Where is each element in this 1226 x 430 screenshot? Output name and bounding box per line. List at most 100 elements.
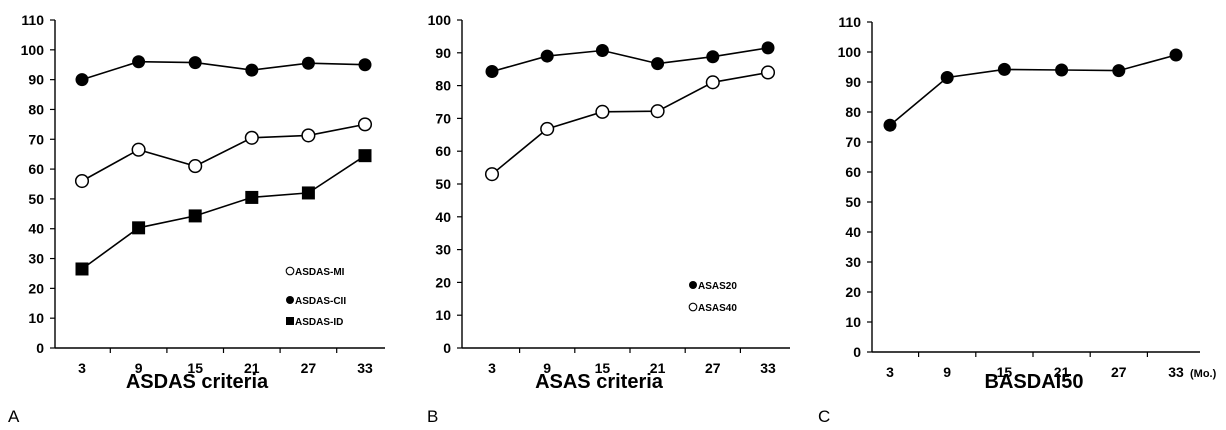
y-tick-label: 40 [435,209,451,225]
data-point-filled-circle [997,62,1011,76]
legend-label: ASAS20 [698,281,737,292]
y-tick-label: 70 [28,131,44,147]
legend-marker-filled-circle [286,296,294,304]
data-point-filled-circle [358,58,372,72]
y-tick-label: 50 [845,194,861,210]
y-tick-label: 0 [443,340,451,356]
y-tick-label: 40 [28,221,44,237]
x-tick-label: 27 [705,360,721,376]
y-tick-label: 30 [845,254,861,270]
data-point-square [132,221,146,235]
y-tick-label: 50 [435,176,451,192]
data-point-filled-circle [883,118,897,132]
panel-label: C [818,407,830,426]
legend-label: ASAS40 [698,303,737,314]
data-point-open-circle [74,173,90,189]
data-point-filled-circle [651,57,665,71]
chart-title: BASDAI50 [985,371,1084,393]
y-tick-label: 80 [435,78,451,94]
data-point-square [75,262,89,276]
series-line [491,47,769,73]
series-line [81,123,366,182]
y-tick-label: 50 [28,191,44,207]
data-point-open-circle [705,75,720,90]
x-tick-label: 3 [78,360,86,376]
data-point-filled-circle [485,64,499,78]
y-tick-label: 0 [853,344,861,360]
legend-label: ASDAS-CII [295,296,346,307]
y-tick-label: 0 [36,340,44,356]
x-tick-label: 33 [1168,364,1184,380]
legend-marker-open-circle [285,266,295,276]
y-tick-label: 100 [838,44,862,60]
data-point-filled-circle [706,50,720,64]
y-tick-label: 110 [21,12,44,28]
y-tick-label: 10 [435,307,451,323]
data-point-open-circle [650,104,665,119]
panel-label: B [427,407,438,426]
y-tick-label: 20 [28,280,44,296]
y-tick-label: 110 [838,14,861,30]
y-tick-label: 30 [28,251,44,267]
legend: ASAS20 ASAS40 [688,281,737,314]
y-tick-label: 70 [845,134,861,150]
y-tick-label: 10 [28,310,44,326]
x-axis-unit: (Mo.) [1190,368,1217,380]
data-point-filled-circle [1112,64,1126,78]
chart-panel-c: 0 10 20 30 40 50 60 70 80 90 100 110 3 9 15 21 27 33 (Mo.)… [818,14,1217,426]
y-tick-label: 90 [435,45,451,61]
data-point-open-circle [595,104,610,119]
data-point-open-circle [188,159,203,174]
y-tick-label: 90 [845,74,861,90]
x-tick-label: 15 [997,364,1013,380]
data-point-square [245,190,259,204]
data-point-open-circle [244,130,259,145]
x-tick-label: 27 [1111,364,1127,380]
y-tick-label: 20 [845,284,861,300]
x-tick-label: 21 [1054,364,1070,380]
y-tick-label: 60 [435,143,451,159]
x-tick-label: 9 [135,360,143,376]
x-tick-label: 9 [543,360,551,376]
data-point-filled-circle [1055,63,1069,77]
data-point-filled-circle [1169,48,1183,62]
series-line [491,71,769,175]
y-tick-label: 10 [845,314,861,330]
data-point-filled-circle [301,56,315,70]
series-line [81,60,366,81]
data-point-square [301,186,315,200]
data-point-filled-circle [940,71,954,84]
y-tick-label: 30 [435,242,451,258]
series-line [81,155,366,270]
series-line [889,54,1177,126]
data-point-open-circle [131,142,146,157]
y-tick-label: 20 [435,274,451,290]
data-point-open-circle [540,121,555,136]
data-point-square [358,149,372,163]
data-point-open-circle [760,65,776,80]
legend-marker-filled-circle [689,281,697,289]
data-point-filled-circle [761,41,775,55]
x-tick-label: 21 [244,360,260,376]
chart-panel-a: 0 10 20 30 40 50 60 70 80 90 100 110 3 9 15 21 27 33 ASDAS… [8,12,385,426]
legend-label: ASDAS-MI [295,267,345,278]
legend-marker-open-circle [688,302,698,312]
x-tick-label: 3 [886,364,894,380]
y-tick-label: 100 [428,12,452,28]
data-point-filled-circle [75,73,89,87]
data-point-open-circle [301,128,316,143]
legend: ASDAS-MI ASDAS-CII ASDAS-ID [285,266,346,328]
x-tick-label: 27 [301,360,317,376]
data-point-open-circle [357,117,373,132]
x-tick-label: 15 [187,360,203,376]
data-point-filled-circle [540,49,554,63]
data-point-filled-circle [188,56,202,70]
x-tick-label: 33 [760,360,776,376]
data-point-open-circle [484,167,500,182]
y-tick-label: 70 [435,110,451,126]
legend-label: ASDAS-ID [295,317,343,328]
legend-marker-square [286,317,294,325]
y-tick-label: 60 [28,161,44,177]
